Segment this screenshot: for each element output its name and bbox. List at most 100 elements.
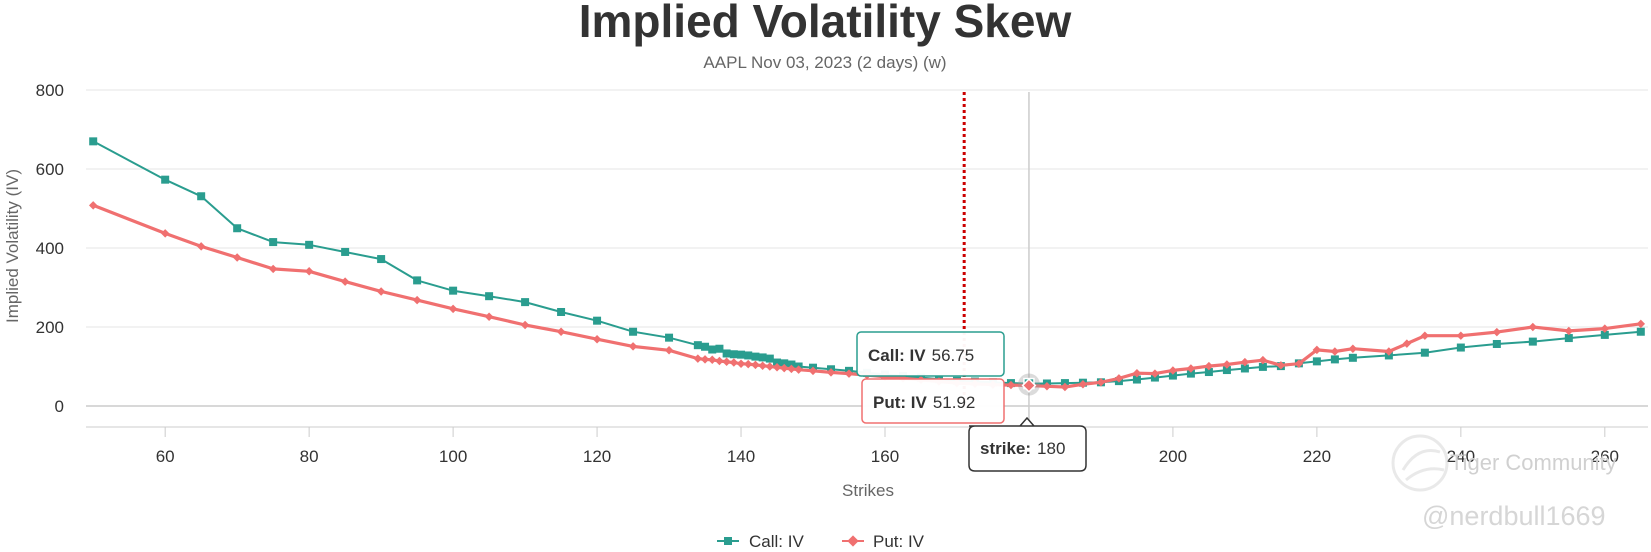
call-point[interactable] [1168, 371, 1177, 380]
put-point[interactable] [520, 320, 530, 330]
put-point[interactable] [715, 356, 724, 366]
put-point[interactable] [700, 355, 710, 364]
put-point[interactable] [1222, 360, 1232, 369]
call-point[interactable] [758, 353, 767, 362]
legend-item-put[interactable]: Put: IV [842, 532, 925, 551]
call-point[interactable] [729, 350, 738, 359]
put-point[interactable] [1240, 357, 1250, 367]
put-point[interactable] [1636, 319, 1646, 329]
call-point[interactable] [1636, 327, 1645, 336]
call-point[interactable] [485, 292, 494, 301]
call-point[interactable] [701, 342, 710, 351]
put-point[interactable] [1312, 345, 1322, 355]
put-point[interactable] [628, 342, 638, 351]
call-point[interactable] [693, 341, 702, 350]
put-point[interactable] [1600, 324, 1610, 333]
put-point[interactable] [1564, 326, 1574, 336]
put-point[interactable] [1078, 380, 1088, 389]
put-point[interactable] [412, 295, 422, 305]
put-point[interactable] [1276, 361, 1286, 370]
call-point[interactable] [773, 358, 782, 367]
put-point[interactable] [664, 346, 674, 355]
put-point[interactable] [743, 359, 753, 369]
put-point[interactable] [1456, 331, 1466, 340]
put-point[interactable] [794, 365, 803, 374]
call-point[interactable] [1240, 364, 1249, 373]
call-point[interactable] [341, 247, 350, 256]
put-point[interactable] [304, 267, 314, 276]
call-point[interactable] [305, 240, 314, 249]
put-point[interactable] [765, 362, 775, 371]
call-point[interactable] [1132, 375, 1141, 384]
call-point[interactable] [1258, 362, 1267, 371]
call-point[interactable] [377, 255, 386, 264]
call-point[interactable] [744, 351, 753, 360]
call-point[interactable] [521, 298, 530, 307]
put-point[interactable] [232, 253, 242, 262]
put-point[interactable] [772, 363, 782, 372]
put-point[interactable] [1060, 382, 1070, 392]
put-point[interactable] [1150, 369, 1160, 378]
put-point[interactable] [1114, 374, 1124, 383]
put-point[interactable] [268, 264, 278, 274]
put-point[interactable] [808, 366, 818, 376]
put-point[interactable] [844, 369, 854, 378]
put-point[interactable] [556, 327, 566, 336]
put-point[interactable] [88, 201, 98, 210]
call-point[interactable] [1186, 369, 1195, 378]
call-point[interactable] [1528, 337, 1537, 346]
call-point[interactable] [1420, 348, 1429, 357]
legend-item-call[interactable]: Call: IV [717, 532, 804, 551]
put-point[interactable] [196, 242, 206, 251]
put-point[interactable] [758, 361, 767, 370]
put-point[interactable] [160, 229, 170, 238]
call-point[interactable] [737, 350, 746, 359]
put-point[interactable] [448, 304, 458, 314]
put-point[interactable] [787, 364, 796, 374]
call-point[interactable] [449, 286, 458, 295]
call-point[interactable] [629, 327, 638, 336]
put-point[interactable] [1330, 347, 1340, 356]
put-point[interactable] [1204, 361, 1214, 371]
put-point[interactable] [1492, 327, 1502, 337]
put-point[interactable] [1006, 380, 1016, 390]
call-point[interactable] [1222, 366, 1231, 375]
put-point[interactable] [1294, 359, 1304, 368]
put-point[interactable] [1132, 368, 1142, 378]
call-point[interactable] [708, 345, 717, 354]
put-point[interactable] [484, 312, 494, 321]
put-point[interactable] [722, 357, 731, 367]
put-point[interactable] [1528, 322, 1538, 332]
put-point[interactable] [1042, 382, 1052, 391]
call-point[interactable] [593, 316, 602, 325]
call-point[interactable] [1312, 357, 1321, 366]
put-point[interactable] [1420, 331, 1430, 340]
put-point[interactable] [1186, 364, 1196, 373]
call-point[interactable] [1330, 355, 1339, 364]
put-point[interactable] [1384, 347, 1394, 356]
call-point[interactable] [787, 360, 796, 369]
call-point[interactable] [1600, 330, 1609, 339]
call-point[interactable] [1456, 343, 1465, 352]
call-point[interactable] [722, 349, 731, 358]
put-point[interactable] [751, 360, 760, 370]
call-point[interactable] [557, 307, 566, 316]
call-point[interactable] [765, 354, 774, 363]
put-point[interactable] [729, 358, 739, 367]
put-point[interactable] [1348, 344, 1358, 353]
put-point[interactable] [736, 359, 746, 368]
put-point[interactable] [1168, 366, 1178, 375]
call-point[interactable] [161, 175, 170, 184]
call-point[interactable] [1492, 339, 1501, 348]
put-point[interactable] [779, 363, 789, 373]
call-point[interactable] [269, 238, 278, 247]
call-point[interactable] [89, 137, 98, 146]
call-point[interactable] [197, 192, 206, 201]
put-point[interactable] [1096, 378, 1106, 387]
put-point[interactable] [592, 335, 602, 344]
call-point[interactable] [780, 359, 789, 368]
put-point[interactable] [340, 277, 350, 286]
call-point[interactable] [1348, 353, 1357, 362]
put-point[interactable] [1258, 355, 1268, 365]
call-point[interactable] [1564, 334, 1573, 343]
